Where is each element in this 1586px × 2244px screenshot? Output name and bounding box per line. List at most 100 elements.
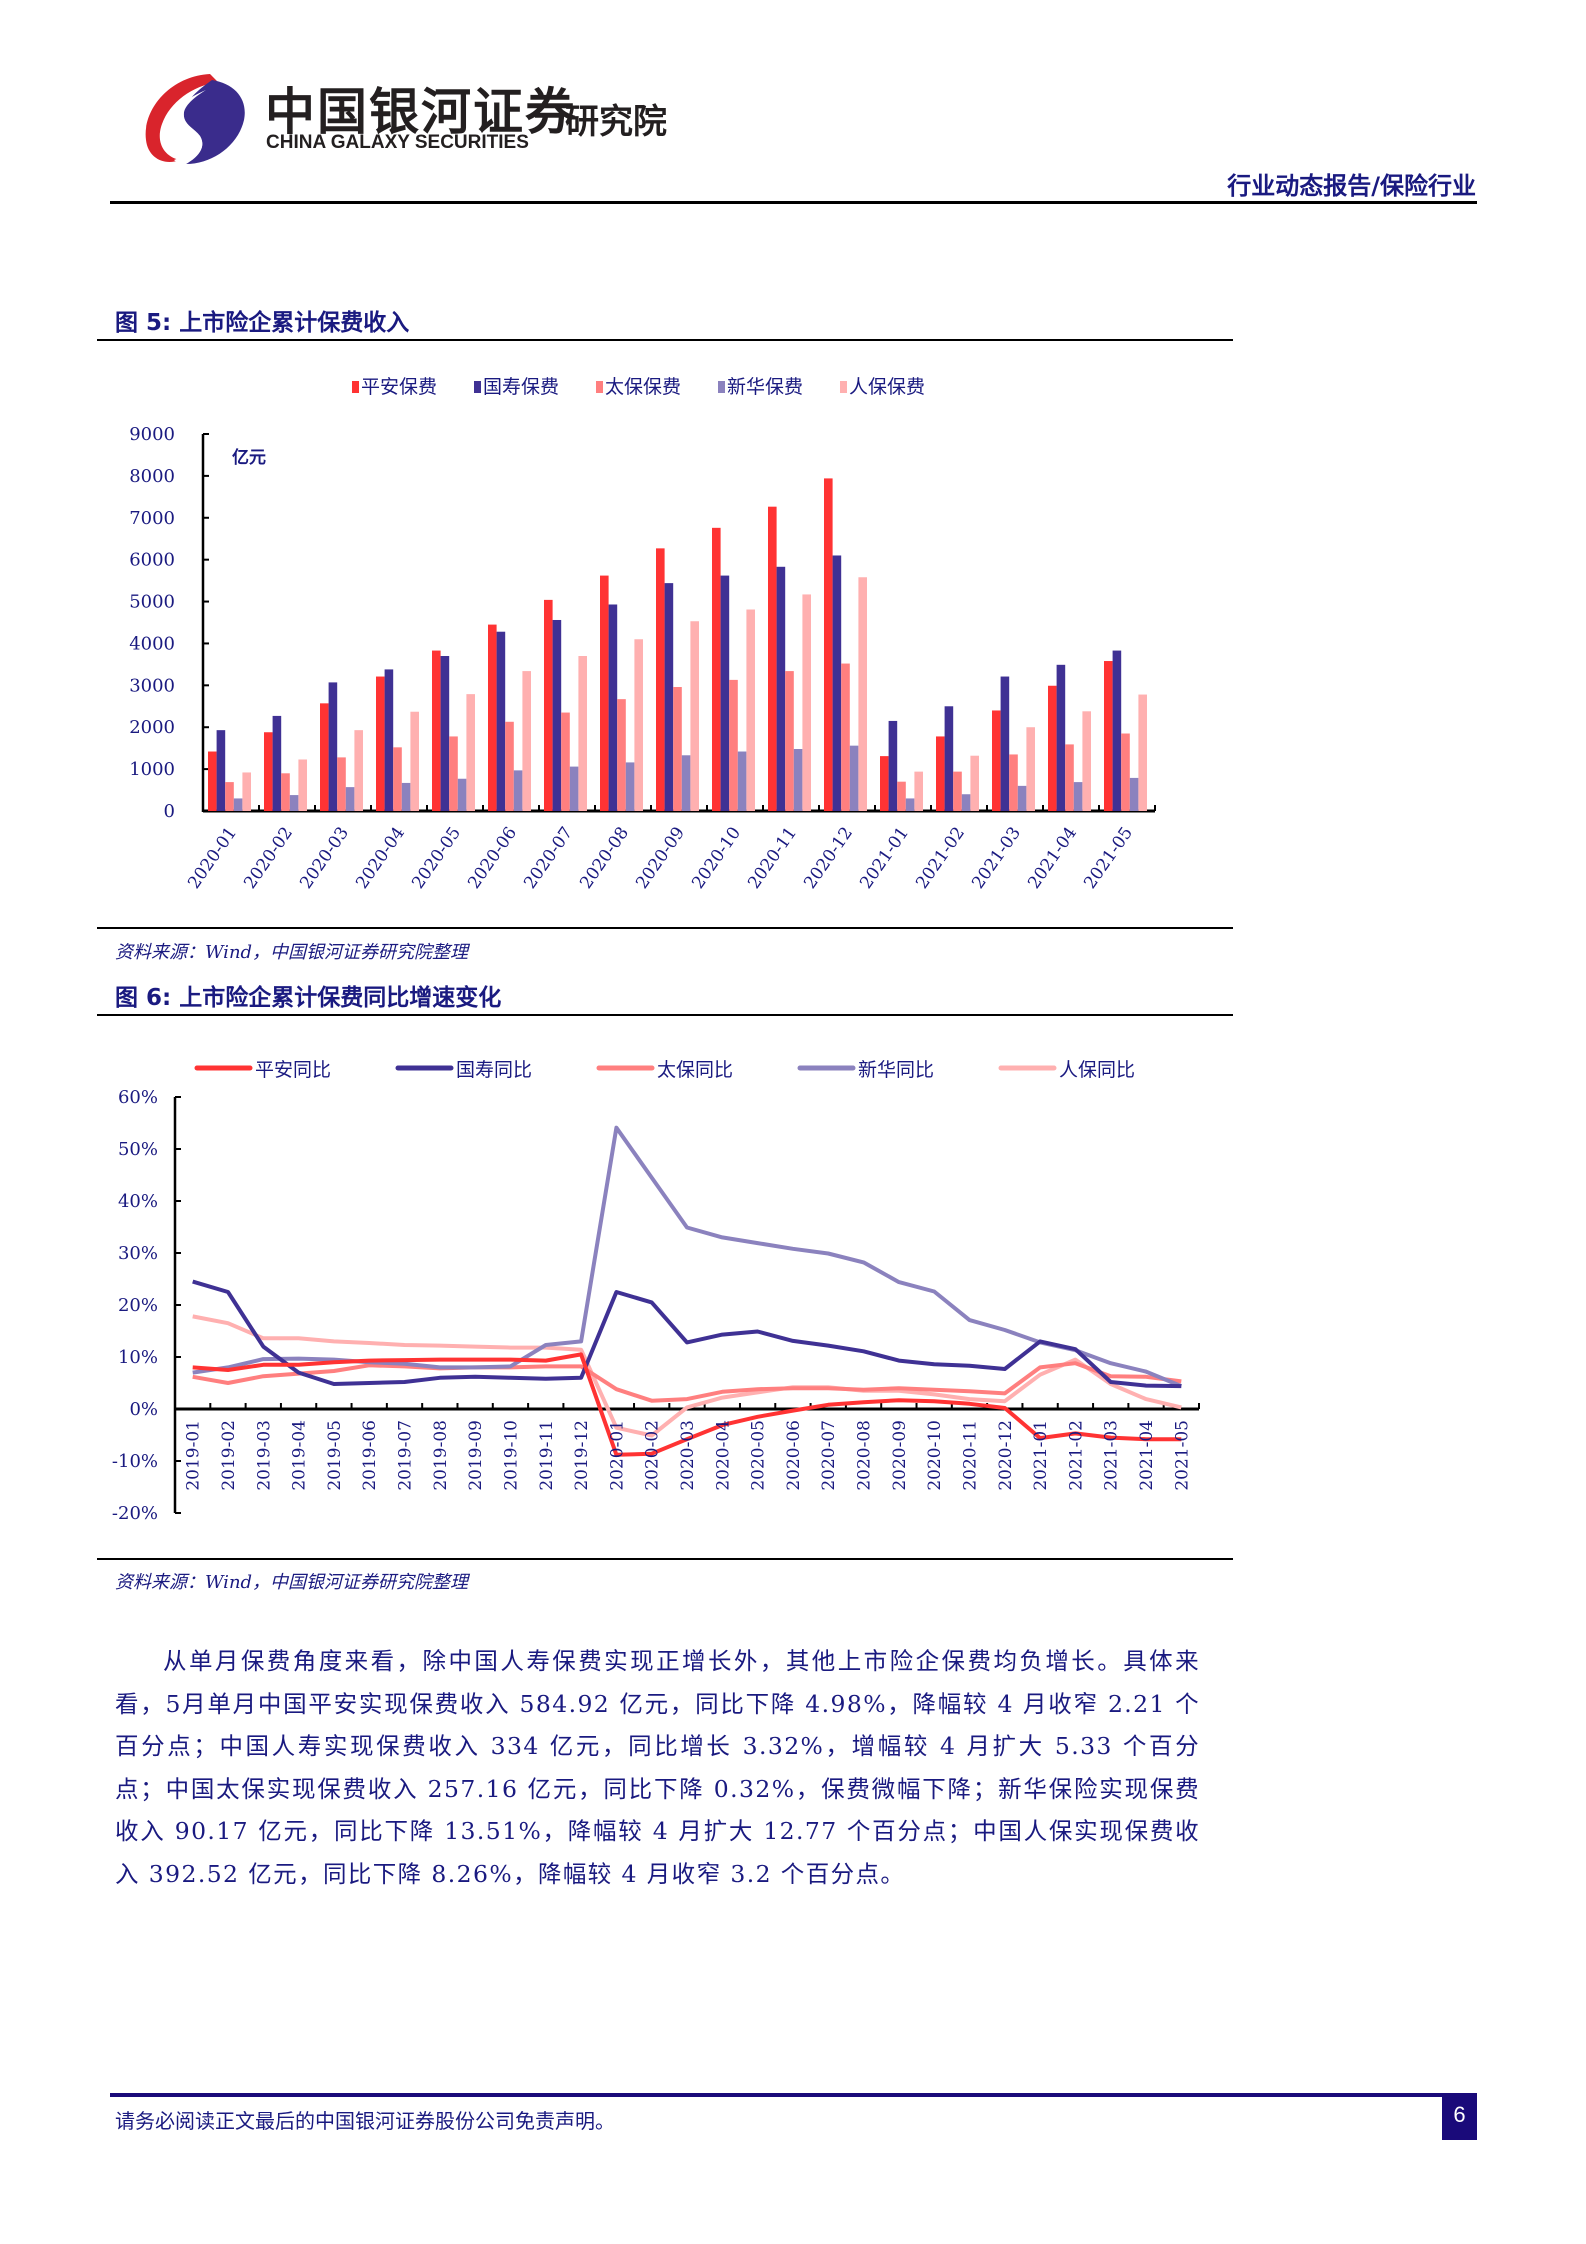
svg-text:2020-09: 2020-09: [890, 1420, 910, 1491]
bar: [1009, 754, 1018, 811]
svg-text:2021-01: 2021-01: [1031, 1420, 1051, 1491]
legend-item: 平安同比: [194, 1059, 331, 1081]
bar: [1138, 694, 1147, 811]
galaxy-logo-icon: [140, 70, 252, 166]
bar: [354, 730, 363, 811]
figure5-bottom-rule: [97, 927, 1233, 929]
bar: [488, 624, 497, 811]
figure6-bottom-rule: [97, 1558, 1233, 1560]
bar: [328, 682, 338, 811]
svg-text:2020-06: 2020-06: [784, 1420, 804, 1491]
bar: [544, 599, 553, 811]
bar: [690, 621, 699, 811]
svg-text:2019-02: 2019-02: [219, 1420, 239, 1491]
bar: [824, 478, 833, 811]
svg-text:2019-10: 2019-10: [501, 1420, 521, 1491]
svg-text:2019-12: 2019-12: [572, 1420, 592, 1491]
legend-item: 人保同比: [998, 1059, 1135, 1081]
svg-text:新华同比: 新华同比: [858, 1059, 934, 1081]
bar: [1073, 782, 1083, 811]
header-divider: [110, 201, 1477, 204]
bar: [505, 721, 514, 811]
bar: [785, 671, 794, 811]
svg-text:2021-03: 2021-03: [1102, 1420, 1122, 1491]
svg-text:2020-08: 2020-08: [855, 1420, 875, 1491]
svg-text:-20%: -20%: [112, 1503, 158, 1524]
svg-text:2020-01: 2020-01: [607, 1420, 627, 1491]
brand-name-en: CHINA GALAXY SECURITIES: [266, 132, 529, 153]
bar: [1056, 664, 1066, 811]
bar: [578, 656, 587, 811]
bar: [961, 794, 971, 811]
bar: [634, 639, 643, 811]
series-line: [192, 1361, 1182, 1403]
legend-item: 人保保费: [840, 376, 925, 398]
bar: [858, 577, 867, 811]
svg-text:2019-09: 2019-09: [466, 1420, 486, 1491]
bar: [522, 671, 531, 811]
bar: [712, 527, 721, 811]
svg-text:太保同比: 太保同比: [657, 1059, 733, 1081]
svg-text:人保同比: 人保同比: [1059, 1059, 1135, 1081]
bar: [970, 755, 979, 811]
svg-text:2019-07: 2019-07: [396, 1420, 416, 1491]
series-line: [192, 1352, 1182, 1457]
svg-text:2020-05: 2020-05: [749, 1420, 769, 1491]
bar: [272, 715, 282, 811]
figure6-top-rule: [97, 1014, 1233, 1016]
bar: [561, 712, 570, 811]
figure5-source: 资料来源：Wind，中国银河证券研究院整理: [115, 942, 469, 963]
svg-text:2021-02: 2021-02: [1066, 1420, 1086, 1491]
svg-text:50%: 50%: [118, 1139, 158, 1160]
bar: [457, 778, 467, 811]
svg-text:2020-11: 2020-11: [960, 1420, 980, 1491]
svg-text:2019-08: 2019-08: [431, 1420, 451, 1491]
svg-text:7000: 7000: [129, 508, 175, 529]
bar: [746, 609, 755, 811]
svg-text:60%: 60%: [118, 1087, 158, 1108]
bar: [914, 771, 923, 811]
svg-text:国寿保费: 国寿保费: [483, 376, 559, 398]
bar: [1048, 685, 1057, 811]
bar: [208, 751, 217, 811]
footer-divider: [110, 2093, 1477, 2097]
bar: [729, 679, 738, 811]
svg-text:2000: 2000: [129, 717, 175, 738]
bar: [936, 736, 945, 811]
legend-swatch-icon: [474, 381, 481, 393]
svg-text:平安保费: 平安保费: [361, 376, 437, 398]
legend-item: 太保同比: [596, 1059, 733, 1081]
bar: [888, 720, 898, 811]
legend-item: 平安保费: [352, 376, 437, 398]
bar: [1121, 733, 1130, 811]
bar: [320, 703, 329, 811]
bar: [496, 631, 506, 811]
svg-text:2020-07: 2020-07: [819, 1420, 839, 1491]
bar: [281, 773, 290, 811]
report-type: 行业动态报告/保险行业: [1227, 172, 1476, 200]
svg-text:0: 0: [164, 801, 175, 822]
bar: [513, 770, 523, 811]
bar: [681, 755, 691, 811]
bar: [656, 548, 665, 811]
svg-text:国寿同比: 国寿同比: [456, 1059, 532, 1081]
bar: [802, 594, 811, 811]
bar: [552, 619, 562, 811]
bar: [776, 566, 786, 811]
svg-text:4000: 4000: [129, 633, 175, 654]
svg-text:6000: 6000: [129, 550, 175, 571]
bar: [569, 766, 579, 811]
legend-item: 太保保费: [596, 376, 681, 398]
svg-text:3000: 3000: [129, 675, 175, 696]
bar: [992, 710, 1001, 811]
svg-text:2021-05: 2021-05: [1172, 1420, 1192, 1491]
bar: [242, 772, 251, 811]
figure6-title: 图 6: 上市险企累计保费同比增速变化: [115, 985, 502, 1011]
bar: [384, 669, 394, 811]
bar: [225, 782, 234, 811]
bar: [673, 687, 682, 811]
bar: [897, 781, 906, 811]
bar: [1129, 777, 1139, 811]
bar: [768, 506, 777, 811]
svg-text:20%: 20%: [118, 1295, 158, 1316]
